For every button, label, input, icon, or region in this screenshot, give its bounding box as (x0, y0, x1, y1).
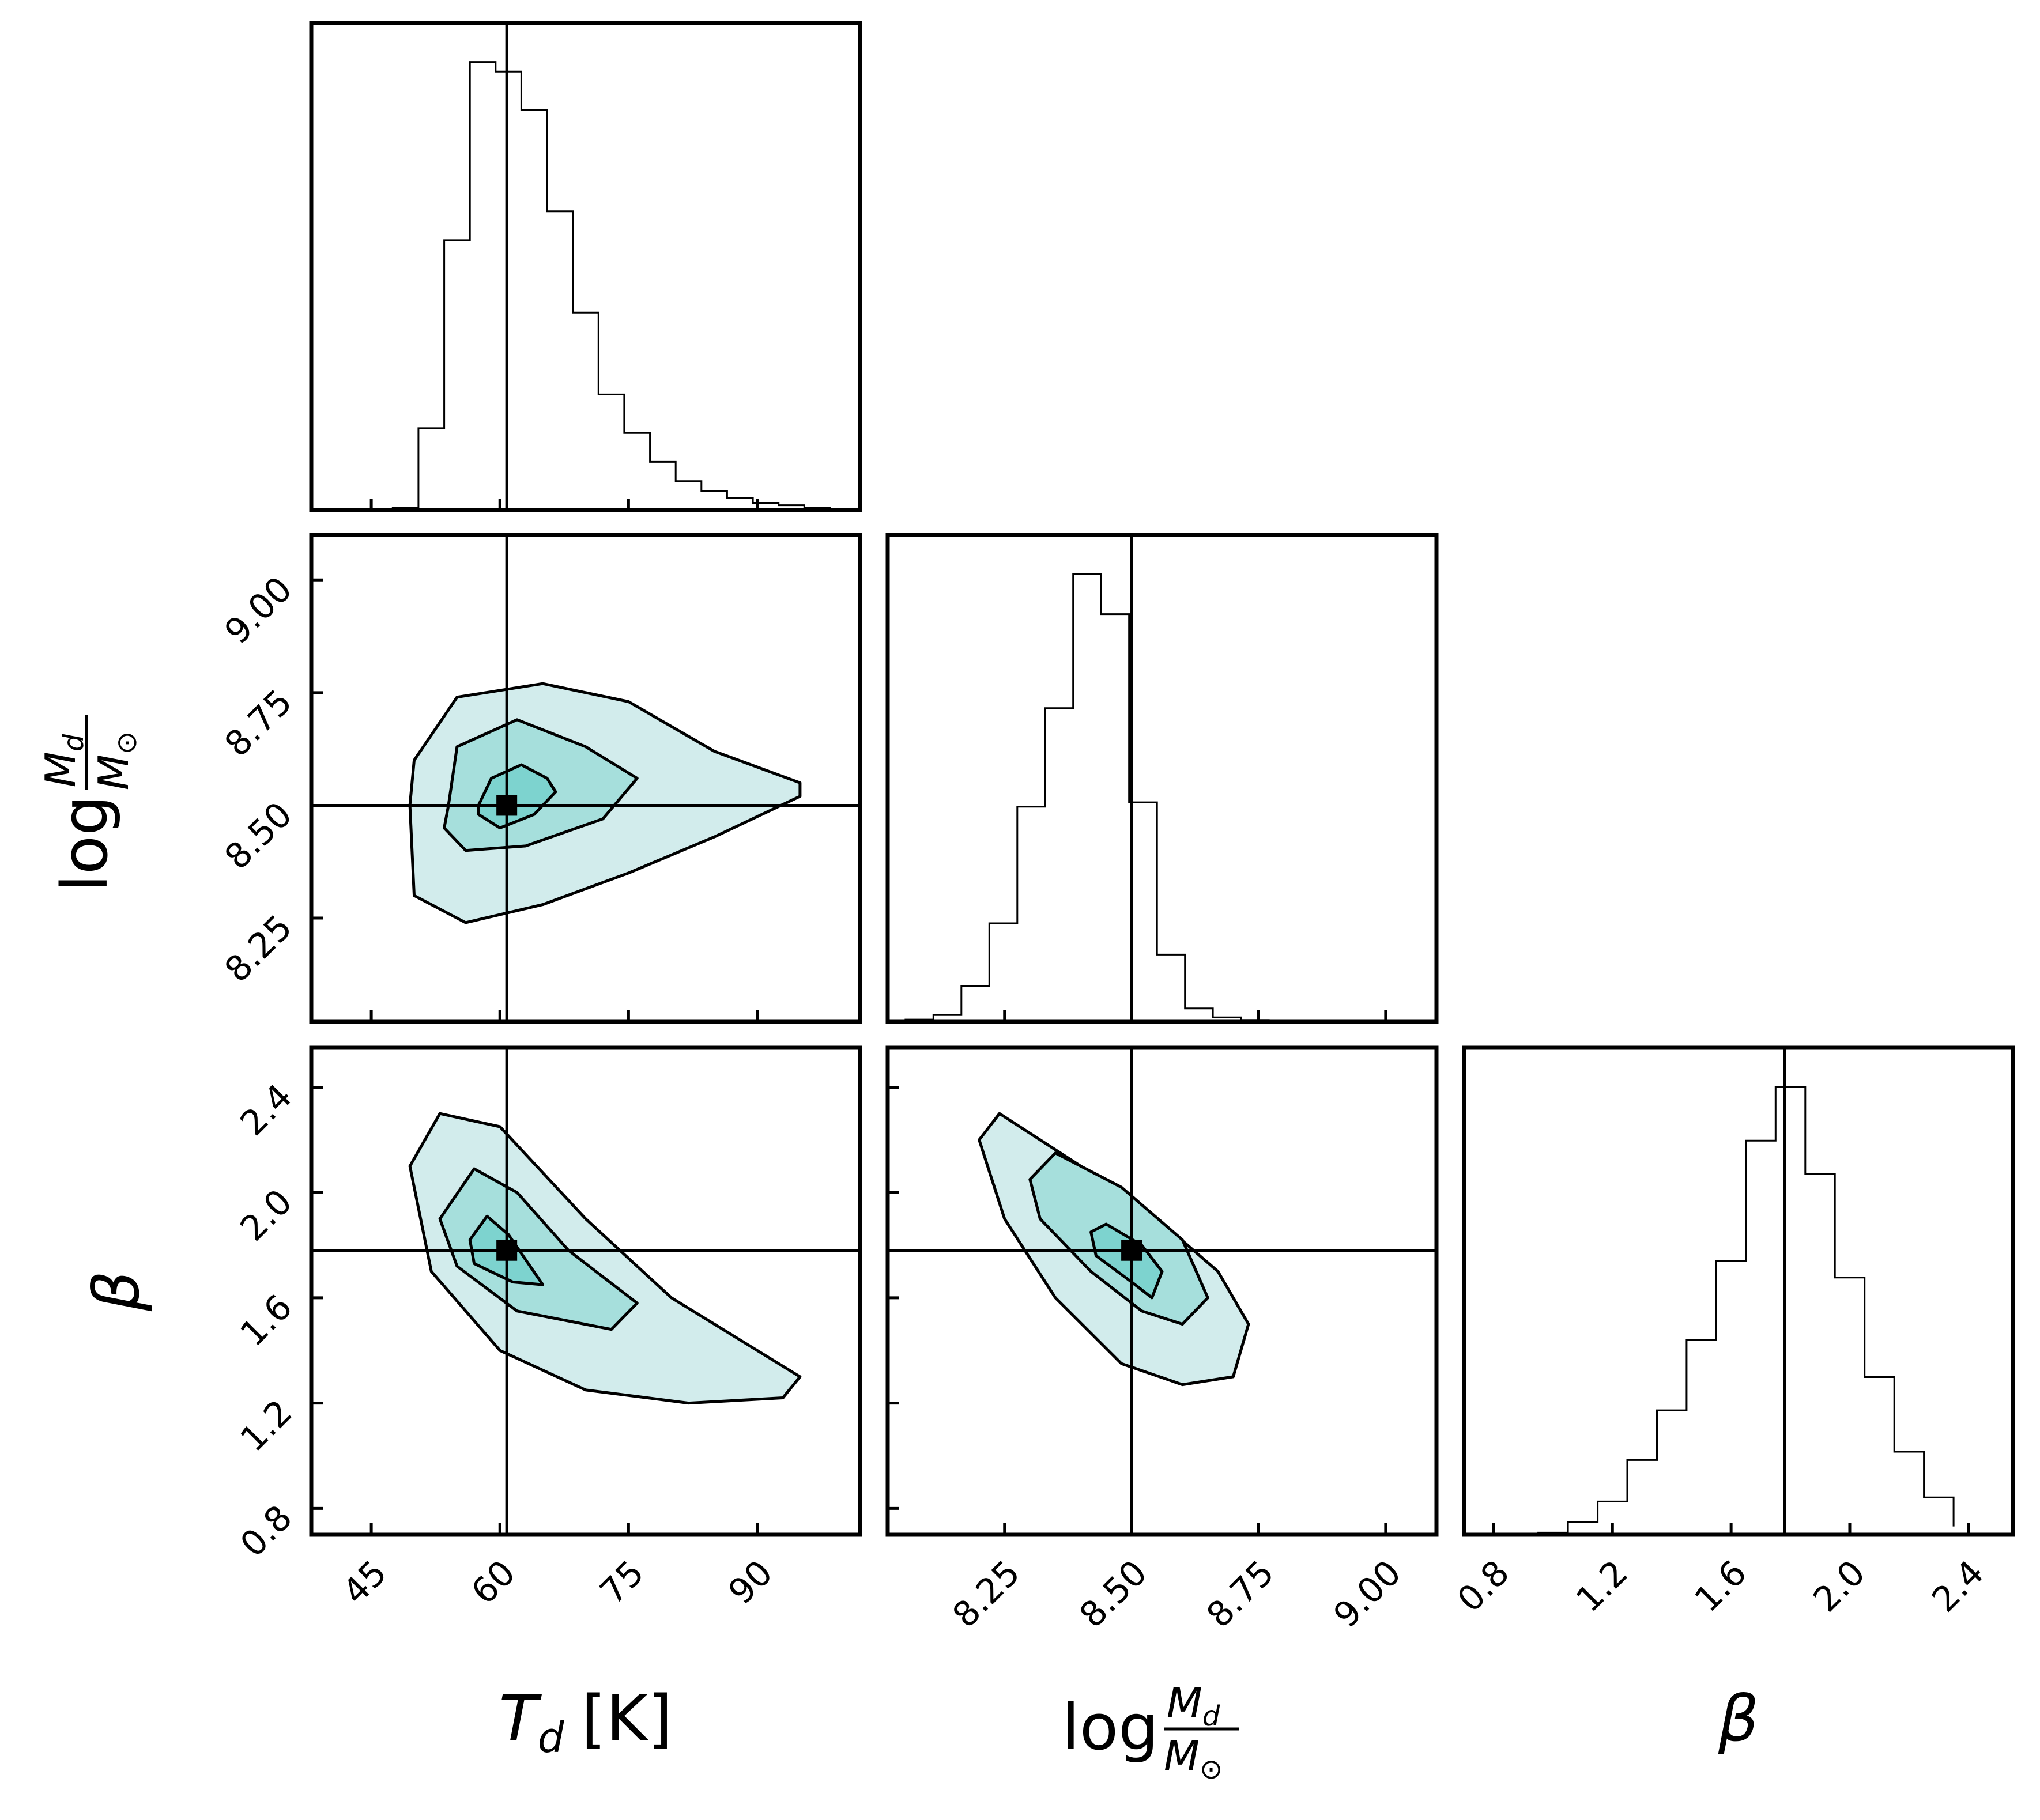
histogram-logMd (904, 535, 1270, 1022)
panel-frame-r2-c0 (309, 1045, 862, 1537)
histogram-step-line (391, 61, 857, 510)
histogram-beta (1537, 1048, 1955, 1535)
axes-frame (309, 21, 862, 512)
panels-layer (309, 21, 2015, 1537)
axes-frame (309, 533, 862, 1024)
contour-panel-logMd_vs_Td (311, 535, 860, 1022)
histogram-Td (391, 23, 857, 510)
y-axis-label-beta: β (80, 1271, 153, 1312)
axes-frame (885, 533, 1439, 1024)
truth-marker (1121, 1240, 1142, 1261)
truth-marker (496, 1240, 518, 1261)
panel-frame-r1-c1 (885, 533, 1439, 1024)
contour-panel-beta_vs_Td (311, 1048, 860, 1535)
truth-marker (496, 795, 518, 816)
panel-frame-r0-c0 (309, 21, 862, 512)
contour-body (311, 1048, 860, 1535)
panel-frame-r2-c2 (1462, 1045, 2015, 1537)
x-axis-label-beta: β (1718, 1682, 1759, 1755)
x-axis-label-logMd-log: log (1062, 1690, 1159, 1764)
x-axis-label-Td: Td [K] (499, 1682, 673, 1762)
axes-frame (885, 1045, 1439, 1537)
contour-body (888, 1048, 1436, 1535)
y-axis-label-logMd-numerator: Md (36, 734, 90, 787)
axes-frame (309, 1045, 862, 1537)
y-axis-label-logMd-log: log (48, 795, 122, 892)
axes-frame (1462, 1045, 2015, 1537)
panel-frame-r2-c1 (885, 1045, 1439, 1537)
contour-level-3 (1089, 1222, 1164, 1300)
contour-body (311, 535, 860, 1022)
panel-frame-r1-c0 (309, 533, 862, 1024)
histogram-step-line (904, 573, 1270, 1022)
contour-panel-beta_vs_logMd (888, 1048, 1436, 1535)
histogram-step-line (1537, 1086, 1955, 1535)
